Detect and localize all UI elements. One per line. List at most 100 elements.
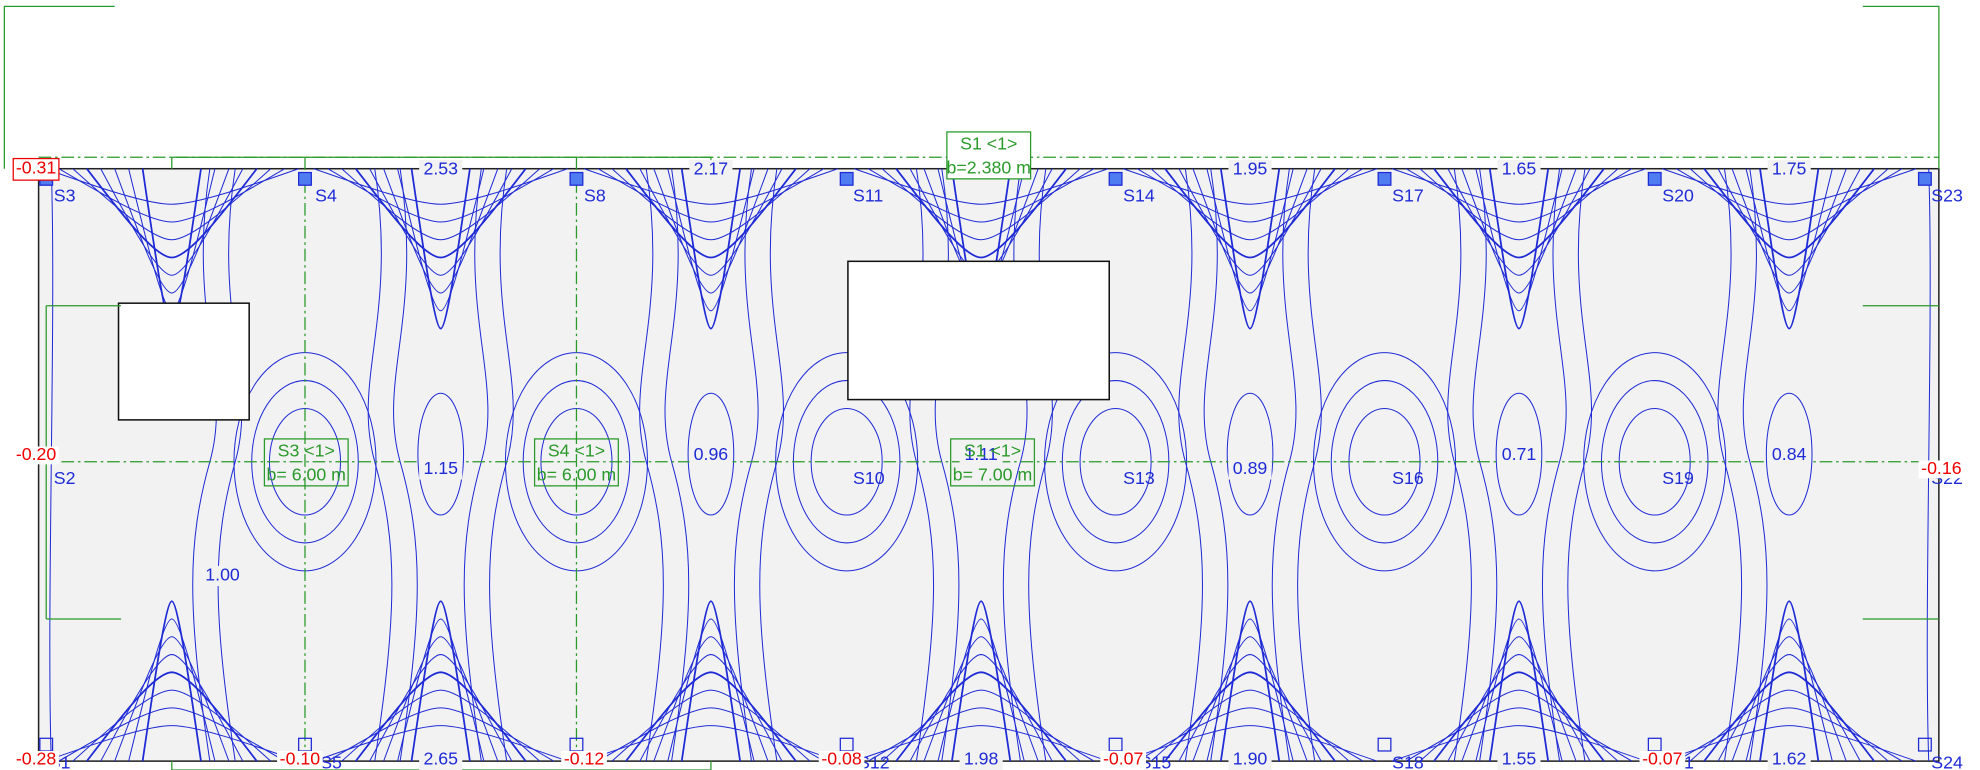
column xyxy=(839,171,854,186)
contour-line xyxy=(1703,671,1875,762)
contour-line xyxy=(1703,168,1875,259)
support-label: S16 xyxy=(1392,468,1424,488)
contour-line xyxy=(217,168,243,762)
contour-line xyxy=(114,636,230,762)
label-bg xyxy=(1228,459,1272,480)
contour-label: 0.84 xyxy=(1772,444,1807,464)
contour-line xyxy=(128,618,216,762)
label-bg xyxy=(419,159,463,181)
contour-line xyxy=(1742,168,1768,762)
contour-label: 1.15 xyxy=(423,458,458,478)
contour-line xyxy=(625,168,797,259)
extreme-label: -0.08 xyxy=(821,749,862,769)
contour-line xyxy=(881,168,1081,241)
contour-line xyxy=(1475,168,1563,312)
column xyxy=(569,171,584,186)
support-label: S5 xyxy=(320,752,342,770)
contour-line xyxy=(1717,168,1861,276)
support-label: S8 xyxy=(584,185,606,205)
contour-label: 1.95 xyxy=(1233,159,1268,179)
beam-width: b=2.380 m xyxy=(947,157,1031,177)
contour-label: 1.55 xyxy=(1502,749,1537,769)
contour-line xyxy=(72,689,272,762)
contour-line xyxy=(86,168,258,259)
contour-line xyxy=(72,168,272,241)
contour-label: 1.65 xyxy=(1502,159,1537,179)
contour-line xyxy=(687,392,735,516)
contour-line xyxy=(667,168,755,312)
contour-line xyxy=(1488,168,1550,330)
contour-line xyxy=(1461,636,1577,762)
extreme-label: -0.20 xyxy=(16,444,57,464)
beam-label-box xyxy=(263,438,349,487)
contour-label: 1.00 xyxy=(205,565,240,585)
beam-name: S1 <1> xyxy=(964,440,1021,460)
contour-line xyxy=(1759,168,1820,330)
contour-line xyxy=(909,654,1053,762)
contour-line xyxy=(1178,654,1322,762)
contour-line xyxy=(1219,168,1281,330)
beam-name: S4 <1> xyxy=(548,440,605,460)
contour-label: 1.98 xyxy=(964,749,999,769)
contour-line xyxy=(639,168,783,276)
contour-line xyxy=(1178,168,1322,276)
contour-line xyxy=(1192,636,1308,762)
support-label: S10 xyxy=(853,468,885,488)
support-label: S17 xyxy=(1392,185,1424,205)
contour-line xyxy=(1433,671,1605,762)
contour-line xyxy=(1759,600,1820,762)
beam-width: b= 6.00 m xyxy=(267,464,346,484)
label-bg xyxy=(419,459,463,480)
frame-line xyxy=(3,5,1940,169)
column xyxy=(1108,171,1123,186)
contour-line xyxy=(397,168,485,312)
contour-line xyxy=(680,600,741,762)
beam-outline xyxy=(45,156,1939,770)
contour-line xyxy=(1192,168,1308,294)
column xyxy=(1377,171,1392,186)
contour-line xyxy=(1433,168,1605,259)
contour-line xyxy=(1541,168,1567,762)
beam-label-box xyxy=(950,438,1036,487)
contour-line xyxy=(625,671,797,762)
contour-line xyxy=(881,689,1081,762)
support-label: S13 xyxy=(1123,468,1155,488)
contour-line xyxy=(341,689,541,762)
contour-line xyxy=(369,654,513,762)
contour-label: 1.75 xyxy=(1772,159,1807,179)
support-label: S12 xyxy=(858,752,890,770)
label-bg xyxy=(818,750,865,769)
contour-line xyxy=(383,636,499,762)
support-label: S24 xyxy=(1931,752,1963,770)
label-bg xyxy=(689,445,733,466)
contour-line xyxy=(937,618,1025,762)
contour-line xyxy=(1206,618,1294,762)
extreme-label: -0.28 xyxy=(16,749,57,769)
label-bg xyxy=(959,445,1003,466)
beam-label-box xyxy=(946,131,1032,180)
label-bg xyxy=(13,446,59,465)
contour-line xyxy=(1717,654,1861,762)
contour-line xyxy=(410,600,471,762)
contour-label: 1.62 xyxy=(1772,749,1807,769)
support-label: S18 xyxy=(1392,752,1424,770)
contour-line xyxy=(611,168,811,241)
contour-line xyxy=(355,671,527,762)
contour-line xyxy=(86,671,258,762)
contour-line xyxy=(1495,392,1543,516)
contour-line xyxy=(100,654,244,762)
opening xyxy=(847,260,1111,401)
support-label: S15 xyxy=(1140,752,1172,770)
label-bg xyxy=(1497,445,1541,466)
contour-line xyxy=(397,618,485,762)
contour-line xyxy=(1447,654,1591,762)
contour-line xyxy=(639,168,664,762)
contour-label: 1.11 xyxy=(965,444,998,464)
contour-line xyxy=(951,600,1012,762)
contour-line xyxy=(1745,618,1833,762)
contour-line xyxy=(141,600,202,762)
contour-label: 2.17 xyxy=(694,159,729,179)
label-bg xyxy=(277,750,323,769)
contour-label: 0.96 xyxy=(694,444,729,464)
